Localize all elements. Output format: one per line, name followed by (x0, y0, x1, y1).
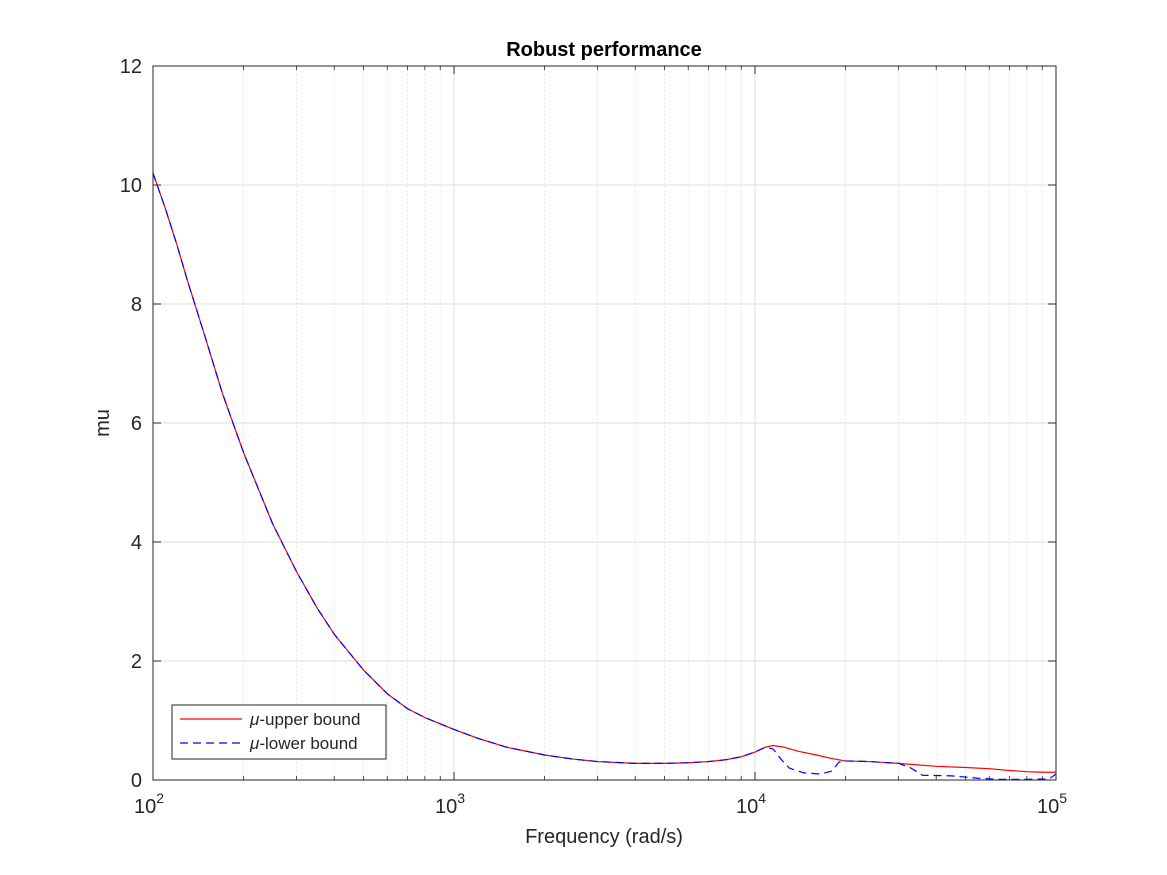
y-axis-label: mu (92, 409, 114, 437)
y-tick-label: 4 (131, 532, 142, 554)
legend-entry-upper-bound: μ-upper bound (249, 710, 360, 729)
legend-entry-lower-bound: μ-lower bound (249, 734, 358, 753)
chart-title: Robust performance (506, 39, 702, 61)
y-tick-label: 10 (120, 175, 142, 197)
y-tick-label: 0 (131, 770, 142, 792)
y-tick-label: 2 (131, 651, 142, 673)
x-tick-exponent: 4 (758, 790, 766, 806)
x-tick-base: 10 (736, 796, 758, 818)
x-axis-label: Frequency (rad/s) (525, 826, 683, 848)
x-tick-exponent: 3 (457, 790, 465, 806)
y-tick-label: 8 (131, 294, 142, 316)
y-tick-label: 12 (120, 56, 142, 78)
x-tick-exponent: 5 (1059, 790, 1067, 806)
legend-label-upper-bound: -upper bound (259, 710, 360, 729)
x-tick-exponent: 2 (156, 790, 164, 806)
x-tick-base: 10 (134, 796, 156, 818)
x-tick-base: 10 (435, 796, 457, 818)
legend: μ-upper bound μ-lower bound (172, 705, 386, 759)
x-tick-base: 10 (1037, 796, 1059, 818)
legend-label-lower-bound: -lower bound (259, 734, 357, 753)
y-tick-label: 6 (131, 413, 142, 435)
